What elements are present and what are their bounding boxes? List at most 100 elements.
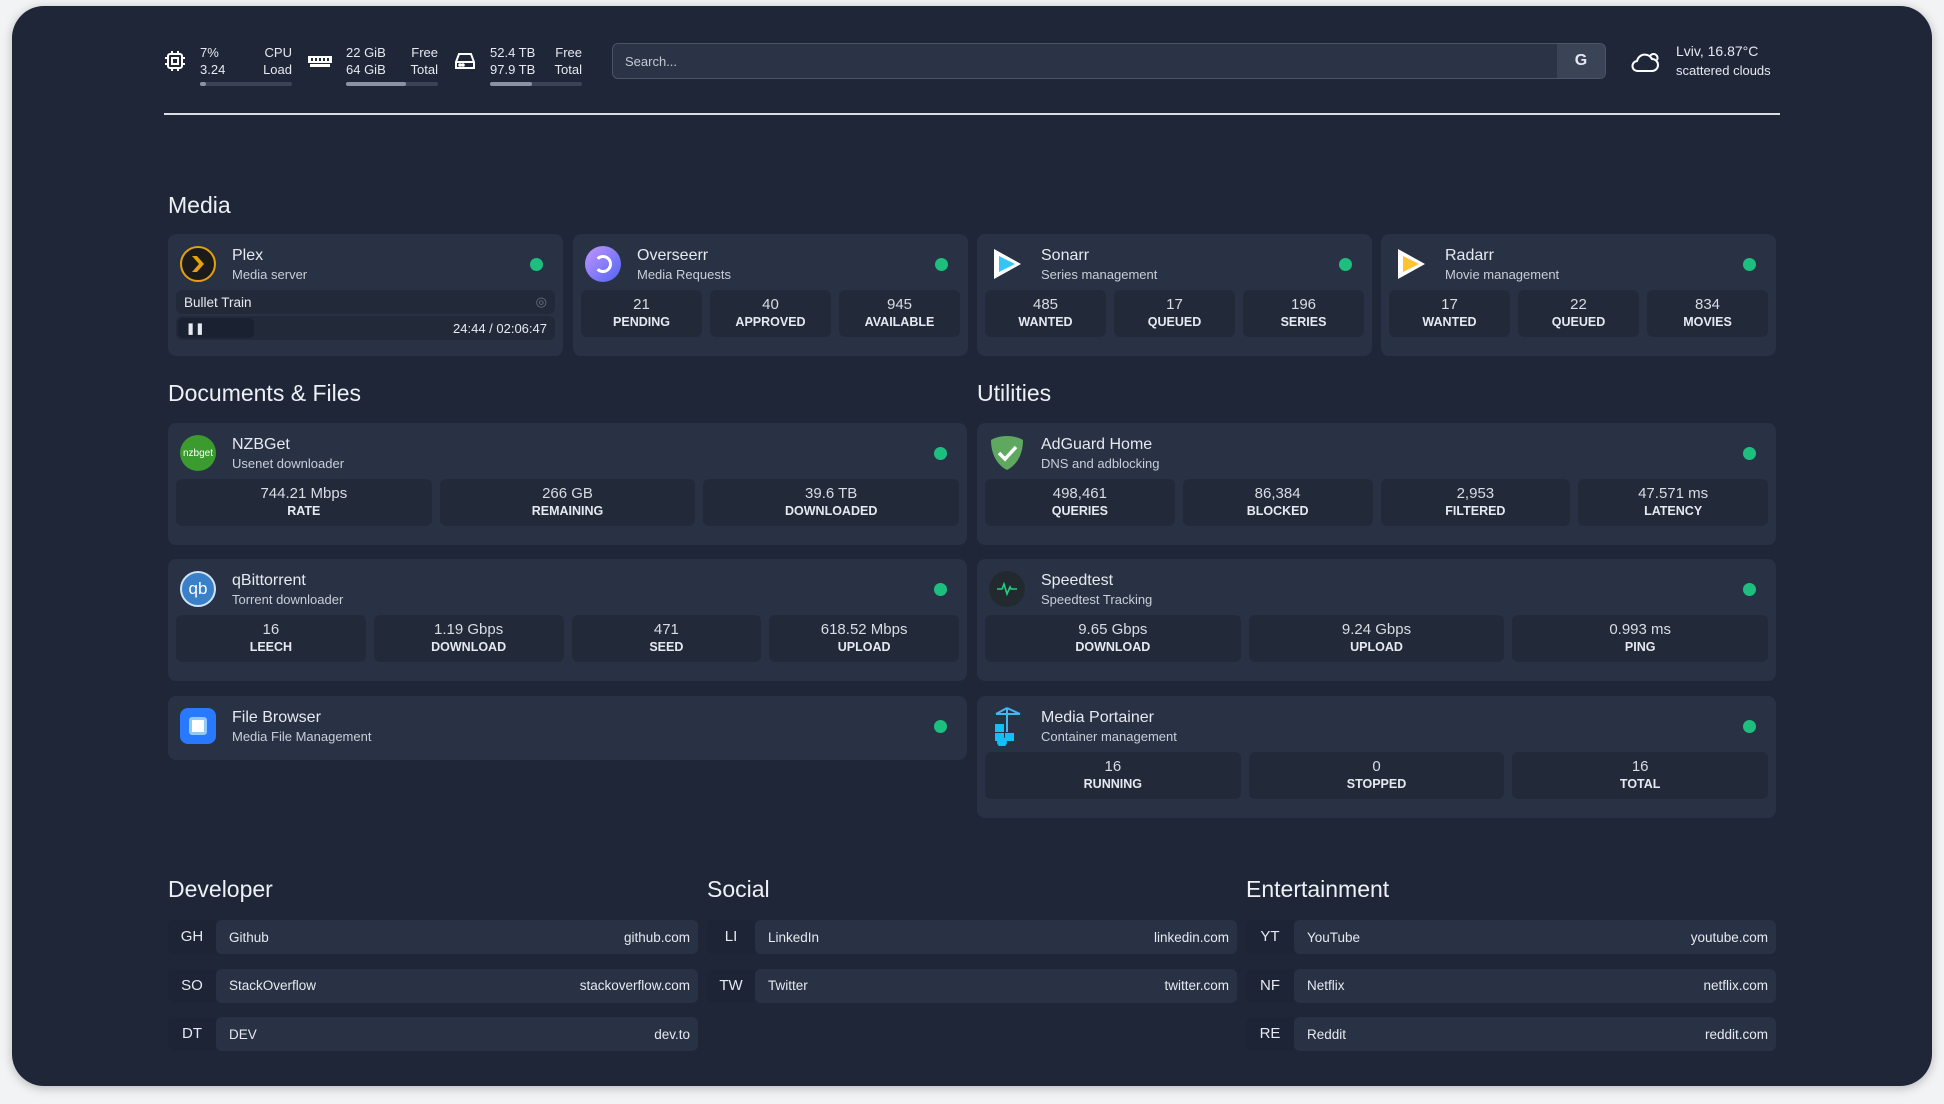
bookmark-abbr: SO (168, 968, 216, 1003)
stat-label: QUEUED (1551, 315, 1606, 329)
stat-label: UPLOAD (1350, 640, 1403, 654)
service-name: Media Portainer (1041, 708, 1154, 726)
status-dot (934, 582, 947, 596)
stat-label: WANTED (1018, 315, 1073, 329)
plex-card[interactable]: Plex Media server Bullet Train ◎ ❚❚ 24:44 /… (168, 234, 563, 356)
weather-location: Lviv, 16.87°C (1676, 43, 1759, 59)
qbittorrent-icon: qb (180, 571, 216, 607)
speedtest-card[interactable]: Speedtest Speedtest Tracking 9.65 Gbps DOWN… (977, 559, 1776, 681)
stat-upload: 618.52 Mbps UPLOAD (769, 615, 959, 662)
service-desc: Media File Management (232, 728, 372, 744)
now-playing: Bullet Train ◎ (176, 290, 555, 314)
bookmark-name: Twitter (768, 978, 808, 993)
stat-download: 1.19 Gbps DOWNLOAD (373, 615, 564, 662)
stat-series: 196 SERIES (1243, 290, 1364, 337)
search-bar: G (612, 43, 1606, 79)
radarr-card[interactable]: Radarr Movie management 17 WANTED 22 QUEUED 83… (1381, 234, 1776, 356)
weather-condition: scattered clouds (1676, 63, 1771, 78)
filebrowser-icon (180, 708, 216, 744)
stat-value: 471 (653, 621, 679, 638)
bookmark-netflix[interactable]: NF Netflix netflix.com (1246, 968, 1776, 1003)
stat-approved: 40 APPROVED (710, 290, 831, 337)
stat-label: PENDING (613, 315, 670, 329)
cpu-widget: 7% CPU 3.24 Load (164, 44, 292, 86)
bookmark-name: Github (229, 929, 269, 945)
service-name: Speedtest (1041, 571, 1114, 589)
free-label: Free (555, 45, 582, 60)
search-input[interactable] (613, 44, 1557, 78)
status-dot (934, 446, 947, 460)
pause-button[interactable]: ❚❚ (178, 318, 254, 338)
bookmark-twitter[interactable]: TW Twitter twitter.com (707, 968, 1237, 1003)
service-desc: Movie management (1445, 266, 1560, 282)
stat-value: 485 (1032, 296, 1059, 313)
adguard-card[interactable]: AdGuard Home DNS and adblocking 498,461 QUE… (977, 423, 1776, 545)
stat-value: 86,384 (1254, 485, 1301, 502)
service-name: Overseerr (637, 246, 709, 264)
disk-widget: 52.4 TB Free 97.9 TB Total (454, 44, 582, 86)
section-title-media: Media (168, 192, 231, 218)
search-provider-button[interactable]: G (1557, 44, 1605, 78)
bookmark-reddit[interactable]: RE Reddit reddit.com (1246, 1017, 1776, 1051)
bookmark-name: Reddit (1307, 1026, 1347, 1042)
bookmark-abbr: DT (168, 1017, 216, 1051)
cloud-icon (1631, 53, 1659, 72)
bookmark-youtube[interactable]: YT YouTube youtube.com (1246, 920, 1776, 954)
stat-label: SERIES (1280, 315, 1327, 329)
stat-value: 47.571 ms (1638, 485, 1709, 502)
service-name: Radarr (1445, 246, 1494, 264)
bookmark-linkedin[interactable]: LI LinkedIn linkedin.com (707, 920, 1237, 954)
sonarr-icon (989, 246, 1025, 282)
total-label: Total (554, 62, 582, 77)
qbittorrent-card[interactable]: qb qBittorrent Torrent downloader 16 LEECH 1.… (168, 559, 967, 681)
service-name: File Browser (232, 708, 321, 726)
stat-value: 0 (1372, 758, 1381, 775)
cpu-bar (200, 82, 292, 86)
bookmark-github[interactable]: GH Github github.com (168, 920, 698, 954)
bookmark-name: LinkedIn (768, 929, 820, 945)
stat-value: 834 (1694, 296, 1721, 313)
bookmark-abbr: YT (1246, 920, 1294, 954)
stat-label: MOVIES (1683, 315, 1732, 329)
disk-total: 97.9 TB (490, 62, 536, 77)
stats-row: 16 RUNNING 0 STOPPED 16 TOTAL (985, 752, 1769, 799)
sonarr-card[interactable]: Sonarr Series management 485 WANTED 17 QUEUED… (977, 234, 1372, 356)
nzbget-card[interactable]: nzbget NZBGet Usenet downloader 744.21 Mbps… (168, 423, 967, 545)
plex-icon (180, 246, 216, 282)
stat-label: AVAILABLE (864, 315, 935, 329)
section-title-docs: Documents & Files (168, 380, 362, 406)
stat-label: BLOCKED (1246, 504, 1309, 518)
stat-label: TOTAL (1619, 777, 1661, 791)
portainer-card[interactable]: Media Portainer Container management 16 RUN… (977, 696, 1776, 818)
stat-label: FILTERED (1445, 504, 1506, 518)
file-browser-card[interactable]: File Browser Media File Management (168, 696, 967, 760)
bookmark-dev[interactable]: DT DEV dev.to (168, 1017, 698, 1051)
cpu-icon (165, 51, 185, 71)
stat-value: 9.65 Gbps (1078, 621, 1148, 638)
bookmark-url: youtube.com (1690, 929, 1768, 945)
overseerr-card[interactable]: Overseerr Media Requests 21 PENDING 40 APPROV… (573, 234, 968, 356)
stat-wanted: 17 WANTED (1389, 290, 1510, 337)
stat-label: DOWNLOAD (1075, 640, 1151, 654)
stat-value: 0.993 ms (1609, 621, 1672, 638)
stat-running: 16 RUNNING (985, 752, 1241, 799)
stat-remaining: 266 GB REMAINING (439, 479, 696, 526)
stat-wanted: 485 WANTED (985, 290, 1106, 337)
stat-value: 2,953 (1456, 485, 1495, 502)
stat-label: QUERIES (1051, 504, 1108, 518)
bookmark-stackoverflow[interactable]: SO StackOverflow stackoverflow.com (168, 968, 698, 1003)
stat-label: QUEUED (1147, 315, 1202, 329)
stat-ping: 0.993 ms PING (1512, 615, 1769, 662)
bookmark-abbr: LI (707, 920, 755, 954)
stats-row: 16 LEECH 1.19 Gbps DOWNLOAD 471 SEED 618.52 Mb… (176, 615, 959, 662)
service-name: NZBGet (232, 435, 290, 453)
status-dot (1743, 582, 1756, 596)
weather-widget: Lviv, 16.87°C scattered clouds (1630, 42, 1780, 80)
stat-label: SEED (649, 640, 684, 654)
stat-label: RATE (287, 504, 321, 518)
nzbget-icon: nzbget (180, 435, 216, 471)
status-dot (1743, 446, 1756, 460)
dashboard-frame (12, 6, 1932, 1086)
radarr-icon (1393, 246, 1429, 282)
adguard-icon (989, 435, 1025, 471)
